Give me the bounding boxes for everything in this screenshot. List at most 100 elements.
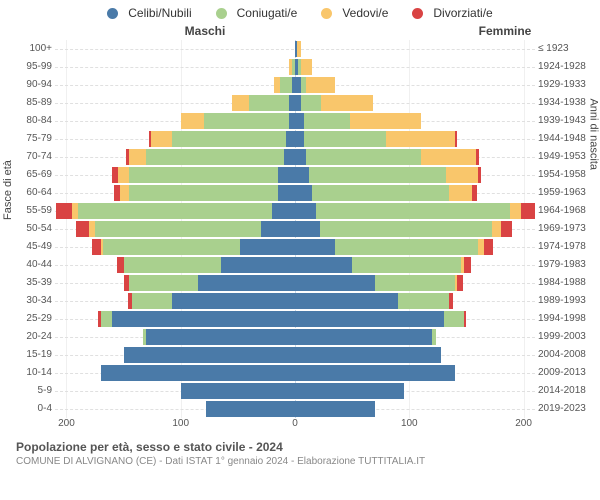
seg-celibi	[221, 257, 295, 273]
male-half	[55, 58, 295, 76]
female-half	[295, 238, 535, 256]
seg-coniugati	[316, 203, 510, 219]
legend-swatch	[216, 8, 227, 19]
seg-celibi	[295, 275, 375, 291]
pyramid-row	[55, 364, 535, 382]
legend-item: Divorziati/e	[406, 6, 498, 20]
seg-celibi	[295, 383, 404, 399]
age-label: 10-14	[22, 364, 52, 382]
birth-year-label: 1979-1983	[538, 256, 594, 274]
seg-coniugati	[309, 167, 446, 183]
pyramid-row	[55, 220, 535, 238]
female-half	[295, 130, 535, 148]
seg-vedovi	[446, 167, 478, 183]
pyramid-row	[55, 40, 535, 58]
pyramid-row	[55, 310, 535, 328]
male-half	[55, 76, 295, 94]
gender-labels: Maschi Femmine	[0, 24, 600, 38]
seg-coniugati	[398, 293, 449, 309]
pyramid-row	[55, 130, 535, 148]
seg-divorziati	[455, 131, 457, 147]
male-half	[55, 346, 295, 364]
seg-coniugati	[320, 221, 491, 237]
female-half	[295, 148, 535, 166]
female-half	[295, 256, 535, 274]
birth-year-label: 1949-1953	[538, 148, 594, 166]
seg-vedovi	[129, 149, 146, 165]
birth-year-label: 1924-1928	[538, 58, 594, 76]
pyramid-row	[55, 274, 535, 292]
age-label: 0-4	[22, 400, 52, 418]
seg-vedovi	[421, 149, 476, 165]
birth-year-label: 1954-1958	[538, 166, 594, 184]
chart-subtitle: COMUNE DI ALVIGNANO (CE) - Dati ISTAT 1°…	[16, 456, 592, 467]
seg-divorziati	[76, 221, 90, 237]
seg-celibi	[295, 329, 432, 345]
seg-celibi	[278, 167, 295, 183]
seg-coniugati	[301, 95, 322, 111]
seg-coniugati	[129, 167, 278, 183]
age-label: 65-69	[22, 166, 52, 184]
legend-item: Vedovi/e	[315, 6, 394, 20]
birth-year-label: 2014-2018	[538, 382, 594, 400]
seg-coniugati	[132, 293, 172, 309]
seg-vedovi	[350, 113, 421, 129]
male-half	[55, 94, 295, 112]
male-half	[55, 274, 295, 292]
chart-title: Popolazione per età, sesso e stato civil…	[16, 440, 592, 454]
birth-year-label: 2004-2008	[538, 346, 594, 364]
seg-celibi	[295, 293, 398, 309]
birth-year-label: 1964-1968	[538, 202, 594, 220]
birth-year-label: 1939-1943	[538, 112, 594, 130]
female-half	[295, 94, 535, 112]
seg-vedovi	[386, 131, 455, 147]
seg-coniugati	[124, 257, 221, 273]
age-label: 5-9	[22, 382, 52, 400]
female-half	[295, 364, 535, 382]
seg-celibi	[261, 221, 295, 237]
male-half	[55, 184, 295, 202]
age-label: 60-64	[22, 184, 52, 202]
birth-year-label: 1989-1993	[538, 292, 594, 310]
male-half	[55, 166, 295, 184]
seg-celibi	[124, 347, 295, 363]
age-label: 90-94	[22, 76, 52, 94]
seg-coniugati	[432, 329, 435, 345]
age-label: 35-39	[22, 274, 52, 292]
seg-divorziati	[478, 167, 481, 183]
female-half	[295, 58, 535, 76]
male-half	[55, 130, 295, 148]
seg-celibi	[295, 113, 304, 129]
gender-female-label: Femmine	[355, 24, 600, 38]
female-half	[295, 184, 535, 202]
age-label: 95-99	[22, 58, 52, 76]
female-half	[295, 346, 535, 364]
seg-vedovi	[510, 203, 521, 219]
female-half	[295, 112, 535, 130]
seg-coniugati	[304, 131, 386, 147]
legend-label: Divorziati/e	[433, 6, 492, 20]
male-half	[55, 364, 295, 382]
seg-celibi	[272, 203, 295, 219]
seg-celibi	[286, 131, 295, 147]
legend-label: Celibi/Nubili	[128, 6, 191, 20]
seg-vedovi	[492, 221, 501, 237]
female-half	[295, 40, 535, 58]
legend-item: Celibi/Nubili	[101, 6, 197, 20]
birth-year-label: ≤ 1923	[538, 40, 594, 58]
birth-year-label: 1969-1973	[538, 220, 594, 238]
y-axis-title-left: Fasce di età	[2, 160, 14, 220]
female-half	[295, 202, 535, 220]
male-half	[55, 238, 295, 256]
female-half	[295, 328, 535, 346]
seg-celibi	[295, 311, 444, 327]
seg-divorziati	[484, 239, 493, 255]
age-label: 80-84	[22, 112, 52, 130]
pyramid-row	[55, 76, 535, 94]
age-label: 20-24	[22, 328, 52, 346]
age-label: 45-49	[22, 238, 52, 256]
seg-celibi	[198, 275, 295, 291]
seg-divorziati	[472, 185, 477, 201]
x-tick: 200	[515, 418, 532, 429]
seg-coniugati	[101, 311, 112, 327]
